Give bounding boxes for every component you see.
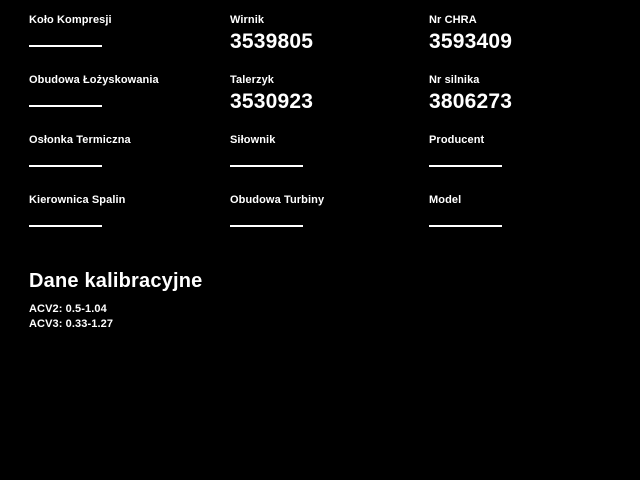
spec-field-label: Model — [429, 194, 462, 206]
spec-field-producent[interactable]: Producent — [429, 134, 619, 167]
spec-field-value: 3530923 — [230, 90, 314, 113]
spec-field-row: Kierownica Spalin Obudowa Turbiny Model — [29, 194, 629, 254]
spec-field-value: 3806273 — [429, 90, 513, 113]
spec-field-silownik[interactable]: Siłownik — [230, 134, 420, 167]
spec-field-blank-line[interactable] — [429, 165, 502, 167]
calibration-section: Dane kalibracyjne ACV2: 0.5-1.04 ACV3: 0… — [29, 270, 429, 332]
spec-field-kierownica-spalin[interactable]: Kierownica Spalin — [29, 194, 219, 227]
calibration-title: Dane kalibracyjne — [29, 270, 203, 292]
spec-field-label: Koło Kompresji — [29, 14, 112, 26]
spec-field-oslonka-termiczna[interactable]: Osłonka Termiczna — [29, 134, 219, 167]
spec-field-blank-line[interactable] — [230, 225, 303, 227]
spec-field-label: Obudowa Łożyskowania — [29, 74, 159, 86]
spec-field-label: Obudowa Turbiny — [230, 194, 325, 206]
spec-field-value: 3539805 — [230, 30, 314, 53]
spec-field-blank-line[interactable] — [29, 165, 102, 167]
spec-field-row: Obudowa Łożyskowania Talerzyk 3530923 Nr… — [29, 74, 629, 134]
spec-field-value: 3593409 — [429, 30, 513, 53]
calibration-line-acv3: ACV3: 0.33-1.27 — [29, 318, 114, 330]
spec-field-label: Osłonka Termiczna — [29, 134, 131, 146]
spec-field-label: Producent — [429, 134, 485, 146]
spec-field-label: Kierownica Spalin — [29, 194, 126, 206]
calibration-values: ACV2: 0.5-1.04 ACV3: 0.33-1.27 — [29, 302, 429, 332]
spec-field-label: Nr CHRA — [429, 14, 477, 26]
spec-field-label: Wirnik — [230, 14, 265, 26]
spec-field-blank-line[interactable] — [29, 105, 102, 107]
spec-field-obudowa-lozyskowania[interactable]: Obudowa Łożyskowania — [29, 74, 219, 107]
spec-field-label: Nr silnika — [429, 74, 480, 86]
spec-field-row: Osłonka Termiczna Siłownik Producent — [29, 134, 629, 194]
spec-field-model[interactable]: Model — [429, 194, 619, 227]
spec-field-label: Siłownik — [230, 134, 276, 146]
calibration-line-acv2: ACV2: 0.5-1.04 — [29, 303, 107, 315]
spec-field-nr-chra[interactable]: Nr CHRA 3593409 — [429, 14, 619, 54]
spec-field-blank-line[interactable] — [429, 225, 502, 227]
spec-field-nr-silnika[interactable]: Nr silnika 3806273 — [429, 74, 619, 114]
spec-field-kolo-kompresji[interactable]: Koło Kompresji — [29, 14, 219, 47]
spec-field-wirnik[interactable]: Wirnik 3539805 — [230, 14, 420, 54]
spec-field-obudowa-turbiny[interactable]: Obudowa Turbiny — [230, 194, 420, 227]
spec-field-talerzyk[interactable]: Talerzyk 3530923 — [230, 74, 420, 114]
spec-field-blank-line[interactable] — [29, 45, 102, 47]
spec-field-label: Talerzyk — [230, 74, 275, 86]
spec-field-blank-line[interactable] — [29, 225, 102, 227]
spec-field-blank-line[interactable] — [230, 165, 303, 167]
spec-field-row: Koło Kompresji Wirnik 3539805 Nr CHRA 35… — [29, 14, 629, 74]
spec-field-grid: Koło Kompresji Wirnik 3539805 Nr CHRA 35… — [29, 14, 629, 254]
